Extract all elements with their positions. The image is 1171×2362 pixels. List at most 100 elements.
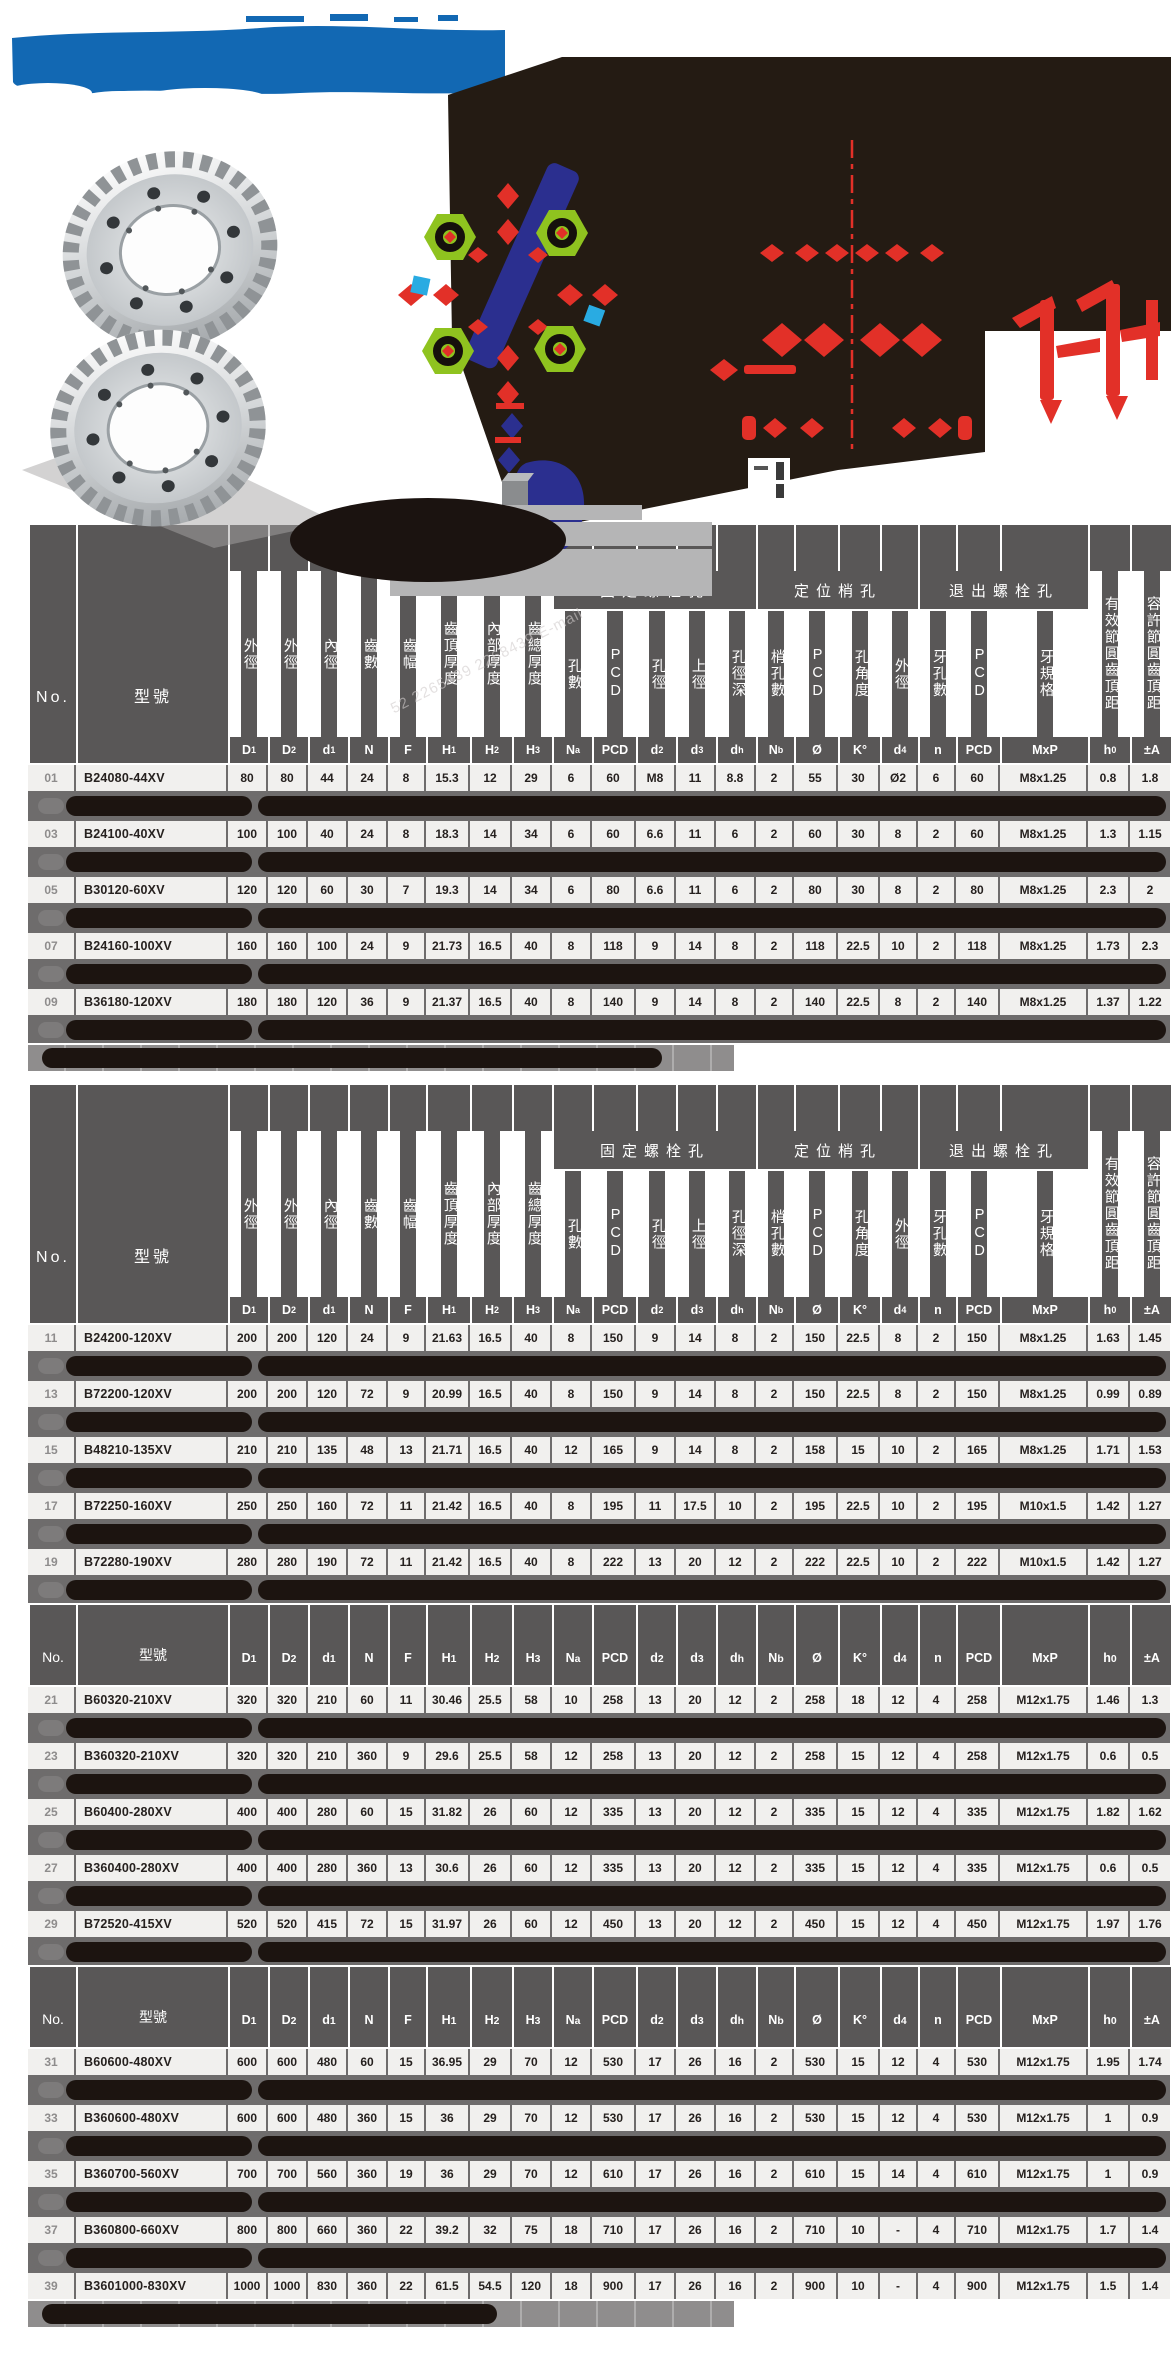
value-cell: 600 bbox=[268, 2049, 306, 2075]
value-cell: 700 bbox=[268, 2161, 306, 2187]
value-cell: M12x1.75 bbox=[1000, 2105, 1086, 2131]
value-cell: 9 bbox=[388, 933, 424, 959]
value-cell: 360 bbox=[348, 1743, 386, 1769]
value-cell: 4 bbox=[918, 1855, 954, 1881]
value-cell: 610 bbox=[956, 2161, 998, 2187]
redaction-blob bbox=[258, 2192, 1166, 2212]
symbol-label: K° bbox=[840, 1297, 880, 1323]
value-cell: 0.6 bbox=[1088, 1855, 1128, 1881]
redaction-blob bbox=[66, 1356, 252, 1376]
table-row: 31 B60600-480XV 600 600 480 60 15 36.95 29 70 12 53… bbox=[28, 2049, 1170, 2075]
value-cell: 1 bbox=[1088, 2105, 1128, 2131]
value-cell: 360 bbox=[348, 2273, 386, 2299]
value-cell: 210 bbox=[268, 1437, 306, 1463]
model-cell: B72200-120XV bbox=[76, 1381, 226, 1407]
value-cell: 21.42 bbox=[426, 1549, 468, 1575]
value-cell: M12x1.75 bbox=[1000, 1855, 1086, 1881]
value-cell: 72 bbox=[348, 1493, 386, 1519]
brand-banner bbox=[4, 14, 505, 107]
value-cell: 8 bbox=[552, 989, 590, 1015]
redaction-blob bbox=[258, 1468, 1166, 1488]
value-cell: 60 bbox=[592, 821, 634, 847]
value-cell: M8x1.25 bbox=[1000, 1325, 1086, 1351]
value-cell: M8x1.25 bbox=[1000, 877, 1086, 903]
value-cell: 20 bbox=[676, 1549, 714, 1575]
redaction-blob bbox=[66, 1942, 252, 1962]
redacted-row bbox=[28, 1017, 1170, 1043]
value-cell: 2 bbox=[756, 1381, 792, 1407]
value-cell: M8x1.25 bbox=[1000, 933, 1086, 959]
value-cell: 58 bbox=[512, 1687, 550, 1713]
redaction-blob bbox=[66, 1830, 252, 1850]
value-cell: 80 bbox=[592, 877, 634, 903]
model-cell: B360400-280XV bbox=[76, 1855, 226, 1881]
value-cell: 17 bbox=[636, 2161, 674, 2187]
value-cell: 72 bbox=[348, 1549, 386, 1575]
value-cell: 18 bbox=[552, 2273, 590, 2299]
value-cell: 15 bbox=[838, 2161, 878, 2187]
technical-drawing-red bbox=[742, 140, 972, 450]
value-cell: 1.3 bbox=[1130, 1687, 1170, 1713]
symbol-label: F bbox=[390, 1967, 426, 2047]
value-cell: 0.5 bbox=[1130, 1855, 1170, 1881]
redaction-dot bbox=[38, 1776, 64, 1792]
value-cell: 140 bbox=[592, 989, 634, 1015]
value-cell: 150 bbox=[592, 1381, 634, 1407]
value-cell: M10x1.5 bbox=[1000, 1493, 1086, 1519]
redaction-blob bbox=[258, 1774, 1166, 1794]
value-cell: 1000 bbox=[228, 2273, 266, 2299]
header-pad-cell bbox=[428, 1085, 470, 1131]
value-cell: 12 bbox=[716, 1799, 754, 1825]
value-cell: 60 bbox=[308, 877, 346, 903]
value-cell: 15 bbox=[838, 1799, 878, 1825]
value-cell: 222 bbox=[956, 1549, 998, 1575]
redaction-blob bbox=[258, 1020, 1166, 1040]
value-cell: 660 bbox=[308, 2217, 346, 2243]
value-cell: 100 bbox=[308, 933, 346, 959]
value-cell: 400 bbox=[268, 1855, 306, 1881]
symbol-label: PCD bbox=[958, 1297, 1000, 1323]
row-number-cell: 37 bbox=[28, 2217, 74, 2243]
value-cell: 11 bbox=[676, 877, 714, 903]
value-cell: 24 bbox=[348, 1325, 386, 1351]
value-cell: M8x1.25 bbox=[1000, 989, 1086, 1015]
value-cell: 710 bbox=[592, 2217, 634, 2243]
value-cell: 15 bbox=[838, 2105, 878, 2131]
table-row: 23 B360320-210XV 320 320 210 360 9 29.6 25.5 58 12… bbox=[28, 1743, 1170, 1769]
value-cell: 12 bbox=[716, 1743, 754, 1769]
value-cell: 16 bbox=[716, 2217, 754, 2243]
redaction-blob bbox=[258, 1886, 1166, 1906]
value-cell: 120 bbox=[228, 877, 266, 903]
header-pad-cell bbox=[796, 1085, 838, 1131]
value-cell: 400 bbox=[228, 1855, 266, 1881]
value-cell: 13 bbox=[636, 1687, 674, 1713]
value-cell: 30 bbox=[348, 877, 386, 903]
value-cell: 36.95 bbox=[426, 2049, 468, 2075]
header-pad-cell bbox=[350, 1085, 388, 1131]
value-cell: 80 bbox=[228, 765, 266, 791]
value-cell: 6.6 bbox=[636, 877, 674, 903]
redacted-row bbox=[28, 1883, 1170, 1909]
header-pad-cell bbox=[718, 1085, 756, 1131]
header-pad-cell bbox=[78, 525, 228, 571]
header-pad-cell bbox=[1002, 525, 1088, 571]
value-cell: 2 bbox=[756, 989, 792, 1015]
table-row: 07 B24160-100XV 160 160 100 24 9 21.73 16.5 40 8 11… bbox=[28, 933, 1170, 959]
value-cell: 4 bbox=[918, 1911, 954, 1937]
value-cell: 21.73 bbox=[426, 933, 468, 959]
value-cell: 8 bbox=[552, 1381, 590, 1407]
value-cell: 710 bbox=[956, 2217, 998, 2243]
value-cell: 200 bbox=[228, 1381, 266, 1407]
column-label: 孔角度 bbox=[852, 1171, 869, 1297]
redaction-blob bbox=[66, 852, 252, 872]
redaction-dot bbox=[38, 2194, 64, 2210]
value-cell: 320 bbox=[228, 1743, 266, 1769]
value-cell: 8 bbox=[716, 933, 754, 959]
value-cell: 15 bbox=[838, 1855, 878, 1881]
